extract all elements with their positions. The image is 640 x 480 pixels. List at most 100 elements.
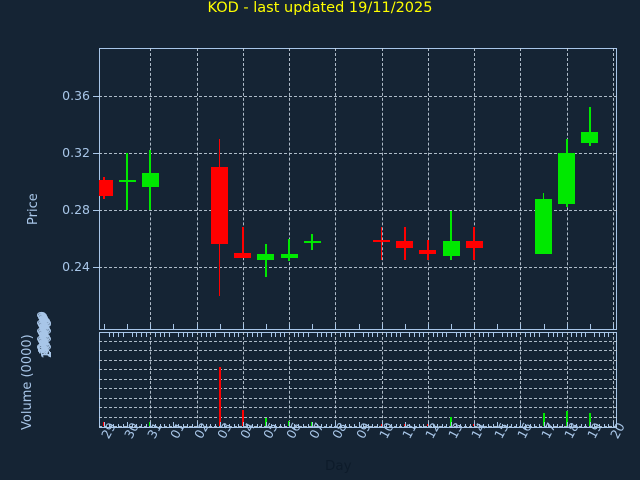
day-minor-tick [501, 424, 503, 428]
day-tick [451, 422, 453, 428]
day-minor-tick [372, 424, 374, 428]
day-gridline [196, 48, 198, 330]
day-minor-tick [562, 333, 564, 337]
day-minor-tick [284, 424, 286, 428]
volume-gridline [99, 416, 617, 418]
day-tick [520, 324, 522, 330]
day-minor-tick [261, 333, 263, 337]
day-minor-tick [599, 424, 601, 428]
day-minor-tick [108, 333, 110, 337]
day-minor-tick [548, 424, 550, 428]
day-minor-tick [372, 333, 374, 337]
day-minor-tick [478, 333, 480, 337]
day-minor-tick [344, 424, 346, 428]
day-minor-tick [228, 333, 230, 337]
day-minor-tick [603, 424, 605, 428]
day-minor-tick [585, 333, 587, 337]
candle-body [234, 252, 252, 259]
day-gridline [566, 332, 568, 428]
day-minor-tick [455, 333, 457, 337]
day-tick [173, 422, 175, 428]
day-tick [312, 422, 314, 428]
day-tick-label: 20 [607, 419, 628, 442]
day-minor-tick [298, 333, 300, 337]
day-minor-tick [233, 424, 235, 428]
candle-body [99, 180, 113, 196]
day-gridline [427, 332, 429, 428]
day-minor-tick [377, 424, 378, 428]
day-tick [104, 324, 105, 330]
day-minor-tick [187, 424, 189, 428]
day-minor-tick [113, 424, 115, 428]
volume-bar [542, 412, 545, 426]
day-minor-tick [585, 424, 587, 428]
day-minor-tick [247, 333, 249, 337]
day-minor-tick [178, 333, 180, 337]
day-minor-tick [575, 333, 577, 337]
candle-body [373, 239, 391, 242]
day-minor-tick [298, 424, 300, 428]
day-minor-tick [441, 333, 443, 337]
day-minor-tick [390, 333, 392, 337]
day-minor-tick [603, 333, 605, 337]
day-minor-tick [492, 333, 494, 337]
price-tick-label: 0.36 [62, 88, 90, 103]
day-minor-tick [525, 333, 527, 337]
day-minor-tick [483, 333, 485, 337]
day-minor-tick [191, 333, 193, 337]
day-minor-tick [446, 424, 448, 428]
day-minor-tick [178, 424, 180, 428]
day-tick [543, 422, 545, 428]
day-minor-tick [339, 424, 341, 428]
day-minor-tick [275, 424, 277, 428]
day-minor-tick [515, 424, 517, 428]
day-minor-tick [538, 333, 540, 337]
day-tick [566, 324, 568, 330]
day-minor-tick [506, 424, 508, 428]
day-gridline [474, 332, 476, 428]
day-tick [312, 324, 314, 330]
price-gridline [99, 210, 617, 211]
day-minor-tick [182, 333, 184, 337]
day-gridline [242, 332, 244, 428]
day-minor-tick [191, 424, 193, 428]
day-tick [289, 324, 291, 330]
day-tick [381, 324, 383, 330]
day-tick [543, 324, 545, 330]
day-minor-tick [594, 424, 596, 428]
day-minor-tick [117, 333, 119, 337]
candle-body [141, 172, 159, 188]
volume-bar [565, 410, 568, 426]
day-minor-tick [228, 424, 230, 428]
day-minor-tick [122, 424, 124, 428]
day-minor-tick [608, 424, 610, 428]
day-gridline [520, 48, 522, 330]
day-minor-tick [534, 424, 536, 428]
candle-wick [589, 107, 591, 146]
day-minor-tick [339, 333, 341, 337]
day-minor-tick [455, 424, 457, 428]
day-tick [404, 422, 406, 428]
day-minor-tick [302, 333, 304, 337]
day-minor-tick [488, 333, 490, 337]
volume-gridline [99, 426, 617, 427]
day-minor-tick [552, 333, 554, 337]
day-minor-tick [145, 333, 147, 337]
price-tick [93, 96, 99, 97]
volume-bar [450, 417, 453, 426]
day-minor-tick [224, 424, 226, 428]
day-minor-tick [386, 333, 388, 337]
day-minor-tick [437, 333, 439, 337]
day-minor-tick [363, 333, 365, 337]
day-gridline [289, 332, 291, 428]
candle-wick [380, 227, 383, 260]
day-minor-tick [409, 424, 411, 428]
day-tick [335, 422, 337, 428]
day-tick [451, 324, 453, 330]
day-tick [127, 422, 129, 428]
day-minor-tick [247, 424, 249, 428]
day-minor-tick [511, 333, 513, 337]
day-gridline [381, 332, 383, 428]
day-minor-tick [432, 424, 434, 428]
